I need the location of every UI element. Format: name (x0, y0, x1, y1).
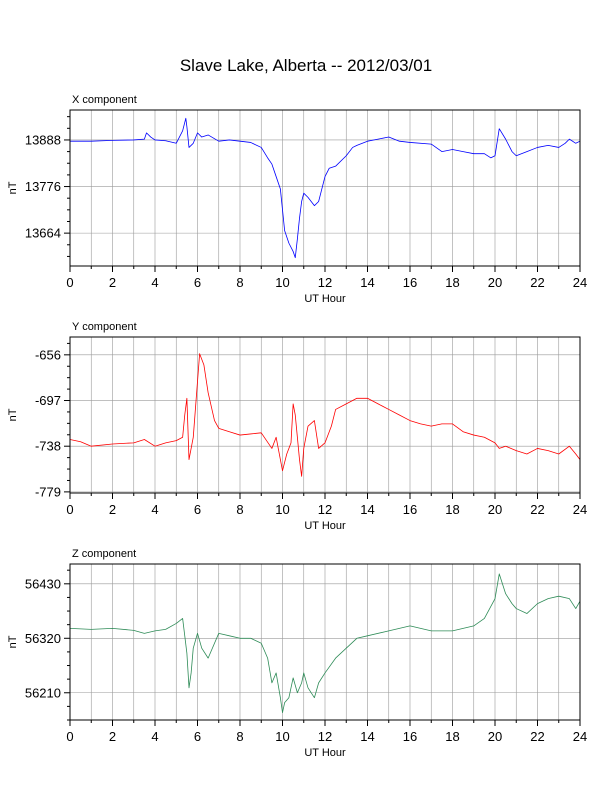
x-tick-label: 12 (318, 502, 332, 517)
y-tick-label: 13664 (25, 226, 61, 241)
y-axis-label: nT (7, 181, 19, 194)
y-tick-label: 56320 (25, 631, 61, 646)
x-tick-label: 12 (318, 275, 332, 290)
y-tick-label: -656 (35, 347, 61, 362)
x-tick-label: 0 (66, 502, 73, 517)
x-tick-label: 4 (151, 502, 158, 517)
x-tick-label: 24 (573, 275, 587, 290)
y-tick-label: 56210 (25, 685, 61, 700)
x-tick-label: 14 (360, 275, 374, 290)
x-axis-label: UT Hour (304, 747, 346, 759)
x-tick-label: 22 (530, 729, 544, 744)
x-tick-label: 4 (151, 275, 158, 290)
series-line-y (69, 353, 581, 477)
series-line-x (70, 117, 581, 259)
x-tick-label: 18 (445, 729, 459, 744)
y-tick-label: -738 (35, 439, 61, 454)
x-tick-label: 8 (236, 502, 243, 517)
y-tick-label: 13888 (25, 132, 61, 147)
panel-title-y: Y component (72, 321, 137, 333)
x-tick-label: 14 (360, 502, 374, 517)
x-axis-label: UT Hour (304, 520, 346, 532)
x-tick-label: 10 (275, 275, 289, 290)
x-tick-label: 0 (66, 275, 73, 290)
x-tick-label: 20 (488, 502, 502, 517)
y-tick-label: -697 (35, 393, 61, 408)
y-tick-label: 13776 (25, 179, 61, 194)
x-tick-label: 12 (318, 729, 332, 744)
x-tick-label: 10 (275, 502, 289, 517)
x-tick-label: 20 (488, 275, 502, 290)
x-tick-label: 2 (109, 275, 116, 290)
y-axis-label: nT (7, 635, 19, 648)
series-line-z (69, 573, 581, 713)
page-title: Slave Lake, Alberta -- 2012/03/01 (179, 56, 433, 75)
x-tick-label: 18 (445, 275, 459, 290)
x-axis-label: UT Hour (304, 293, 346, 305)
x-tick-label: 0 (66, 729, 73, 744)
y-tick-label: -779 (35, 484, 61, 499)
x-tick-label: 24 (573, 729, 587, 744)
x-tick-label: 6 (194, 729, 201, 744)
x-tick-label: 8 (236, 729, 243, 744)
x-tick-label: 20 (488, 729, 502, 744)
panel-title-x: X component (72, 94, 137, 106)
y-tick-label: 56430 (25, 576, 61, 591)
x-tick-label: 6 (194, 275, 201, 290)
x-tick-label: 4 (151, 729, 158, 744)
x-tick-label: 10 (275, 729, 289, 744)
x-tick-label: 22 (530, 275, 544, 290)
x-tick-label: 6 (194, 502, 201, 517)
x-tick-label: 14 (360, 729, 374, 744)
x-tick-label: 18 (445, 502, 459, 517)
x-tick-label: 24 (573, 502, 587, 517)
x-tick-label: 16 (403, 729, 417, 744)
x-tick-label: 22 (530, 502, 544, 517)
x-tick-label: 16 (403, 502, 417, 517)
x-tick-label: 2 (109, 502, 116, 517)
panel-title-z: Z component (72, 548, 136, 560)
y-axis-label: nT (7, 408, 19, 421)
x-tick-label: 16 (403, 275, 417, 290)
x-tick-label: 2 (109, 729, 116, 744)
x-tick-label: 8 (236, 275, 243, 290)
